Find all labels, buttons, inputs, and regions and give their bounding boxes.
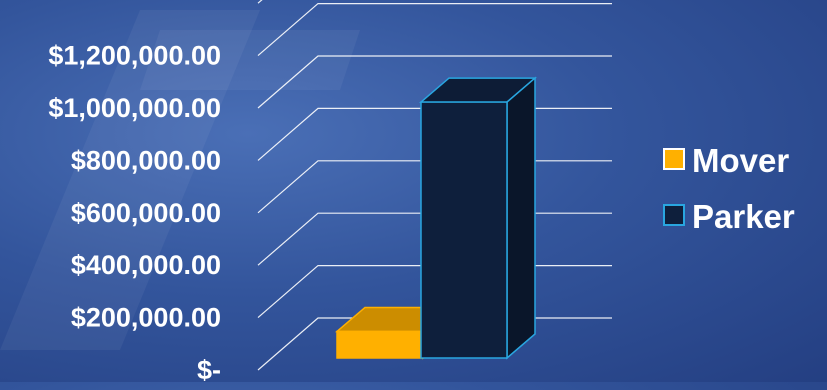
bar-front-face bbox=[420, 101, 508, 359]
bar-parker bbox=[418, 76, 538, 360]
legend-swatch-mover bbox=[663, 148, 685, 170]
gridline bbox=[257, 3, 612, 57]
bar-chart: $- $200,000.00 $400,000.00 $600,000.00 $800,… bbox=[48, 0, 795, 382]
gridline bbox=[257, 0, 263, 4]
bar-side-face bbox=[506, 76, 536, 360]
y-tick-label: $1,200,000.00 bbox=[48, 41, 221, 71]
y-tick-label: $200,000.00 bbox=[71, 303, 221, 333]
gridline bbox=[257, 55, 612, 109]
legend-label-mover: Mover bbox=[692, 142, 789, 179]
bar-front-face bbox=[336, 330, 424, 359]
y-tick-label: $1,000,000.00 bbox=[48, 93, 221, 123]
chart-legend: Mover Parker bbox=[663, 142, 795, 235]
chart-bars bbox=[334, 76, 538, 360]
y-tick-label: $800,000.00 bbox=[71, 145, 221, 175]
legend-label-parker: Parker bbox=[692, 198, 795, 235]
y-tick-label: $400,000.00 bbox=[71, 250, 221, 280]
legend-swatch-parker bbox=[663, 204, 685, 226]
y-tick-label: $- bbox=[197, 355, 221, 382]
y-tick-label: $600,000.00 bbox=[71, 198, 221, 228]
y-axis-tick-labels: $- $200,000.00 $400,000.00 $600,000.00 $800,… bbox=[48, 41, 221, 382]
